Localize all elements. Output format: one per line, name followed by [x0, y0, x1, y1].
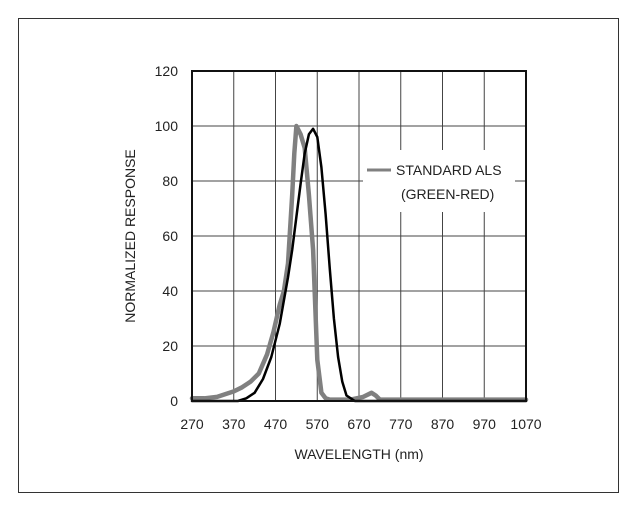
- series-line-1: [189, 123, 529, 402]
- plot-border: [191, 70, 527, 402]
- legend-entry-label: STANDARD ALS: [396, 162, 502, 178]
- series-line-2: [190, 127, 528, 403]
- legend-entry-sublabel: (GREEN-RED): [401, 186, 494, 202]
- x-tick-label: 270: [180, 416, 204, 432]
- y-tick-label: 120: [155, 63, 179, 79]
- x-tick-label: 670: [347, 416, 371, 432]
- y-tick-label: 100: [155, 118, 179, 134]
- y-tick-label: 40: [162, 283, 178, 299]
- y-tick-label: 60: [162, 228, 178, 244]
- x-tick-label: 370: [222, 416, 246, 432]
- x-tick-label: 970: [473, 416, 497, 432]
- y-tick-label: 80: [162, 173, 178, 189]
- series-layer: [189, 123, 529, 403]
- chart-frame: [18, 18, 619, 493]
- x-axis-label: WAVELENGTH (nm): [294, 446, 423, 462]
- grid: [191, 70, 527, 402]
- y-axis-label: NORMALIZED RESPONSE: [122, 149, 138, 322]
- y-tick-label: 0: [170, 393, 178, 409]
- legend: STANDARD ALS (GREEN-RED): [363, 150, 515, 212]
- x-tick-label: 570: [306, 416, 330, 432]
- x-tick-label: 470: [264, 416, 288, 432]
- legend-box: [363, 150, 515, 212]
- x-tick-label: 770: [389, 416, 413, 432]
- x-tick-labels: 270 370 470 570 670 770 870 970 1070: [180, 416, 541, 432]
- x-tick-label: 1070: [510, 416, 541, 432]
- y-tick-label: 20: [162, 338, 178, 354]
- x-tick-label: 870: [431, 416, 455, 432]
- y-tick-labels: 0 20 40 60 80 100 120: [155, 63, 179, 409]
